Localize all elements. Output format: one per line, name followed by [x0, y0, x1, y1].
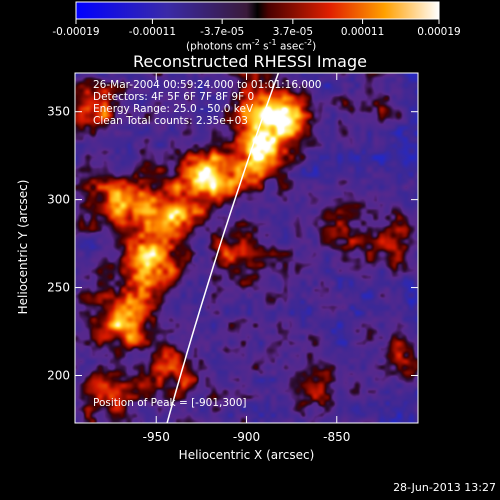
colorbar-gradient: [75, 1, 440, 20]
colorbar-unit-sup3: -2: [304, 38, 313, 47]
colorbar: -0.00019 -0.00011 -3.7e-05 3.7e-05 0.00011 0.…: [0, 0, 500, 60]
annotation-clean: Clean Total counts: 2.35e+03: [93, 115, 248, 127]
annotation-time: 26-Mar-2004 00:59:24.000 to 01:01:16.000: [93, 79, 322, 91]
x-tick-label: -950: [143, 430, 170, 444]
colorbar-unit-base: (photons cm: [186, 40, 252, 53]
colorbar-tick-label: -0.00011: [129, 26, 176, 38]
annotation-peak: Position of Peak = [-901,300]: [93, 397, 247, 409]
y-axis-label: Heliocentric Y (arcsec): [16, 179, 30, 315]
colorbar-tick-label: 3.7e-05: [273, 26, 313, 38]
y-tick-label: 200: [47, 369, 70, 383]
colorbar-tick-label: 0.00019: [417, 26, 460, 38]
colorbar-svg: -0.00019 -0.00011 -3.7e-05 3.7e-05 0.00011 0.…: [52, 1, 461, 38]
colorbar-unit-sup2: -1: [268, 38, 277, 47]
colorbar-unit-end: asec: [276, 40, 305, 53]
x-axis-ticks: -950 -900 -850: [143, 73, 350, 444]
x-tick-label: -900: [233, 430, 260, 444]
footer-timestamp: 28-Jun-2013 13:27: [393, 481, 496, 494]
annotation-energy: Energy Range: 25.0 - 50.0 keV: [93, 103, 254, 115]
y-tick-label: 350: [47, 105, 70, 119]
y-tick-label: 250: [47, 281, 70, 295]
colorbar-ticks: -0.00019 -0.00011 -3.7e-05 3.7e-05 0.00011 0.…: [52, 19, 461, 38]
colorbar-tick-label: -0.00019: [52, 26, 99, 38]
solar-limb-line: [166, 72, 280, 424]
y-axis-ticks: 200 250 300 350: [47, 105, 418, 383]
annotation-detectors: Detectors: 4F 5F 6F 7F 8F 9F 0: [93, 91, 255, 103]
heatmap-image: [75, 73, 418, 423]
x-tick-label: -850: [323, 430, 350, 444]
x-axis-label: Heliocentric X (arcsec): [178, 448, 315, 462]
chart-title: Reconstructed RHESSI Image: [133, 52, 367, 71]
colorbar-unit-close: ): [312, 40, 317, 53]
colorbar-tick-label: 0.00011: [341, 26, 384, 38]
y-tick-label: 300: [47, 193, 70, 207]
colorbar-tick-label: -3.7e-05: [200, 26, 244, 38]
colorbar-unit-mid: s: [259, 40, 269, 53]
colorbar-unit-label: (photons cm-2 s-1 asec-2): [186, 38, 316, 53]
colorbar-unit-sup1: -2: [251, 38, 260, 47]
